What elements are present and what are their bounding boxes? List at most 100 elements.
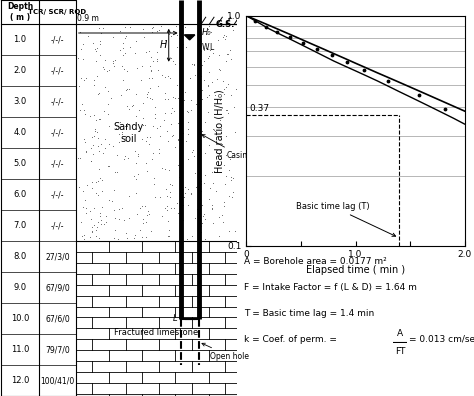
Point [164,137,172,144]
Point [196,102,203,109]
Point [124,86,131,92]
Point [133,112,140,119]
Point [95,235,103,241]
Point [202,45,210,51]
Text: 2.0: 2.0 [14,67,27,75]
Point [171,144,178,150]
Point [91,46,99,53]
Point [175,34,183,41]
Point [160,116,168,123]
Point [167,110,175,116]
Point [167,204,175,211]
Point [161,110,169,116]
Point [91,126,99,132]
Point [77,46,84,52]
Point [162,204,169,211]
Point [103,67,111,74]
Point [156,133,164,139]
Point [191,170,199,176]
Point [100,221,108,227]
Text: 67/9/0: 67/9/0 [45,283,70,292]
Point [120,66,128,72]
Text: 0.37: 0.37 [250,104,270,113]
Point [190,153,198,160]
Point [182,184,189,190]
Point [94,135,101,141]
Point [232,228,239,234]
Point [74,55,82,61]
Point [178,96,186,103]
Point [91,112,98,118]
Point [104,162,112,169]
Text: 8.0: 8.0 [14,252,27,261]
Point [131,232,139,238]
Point [96,175,104,181]
Point [96,116,104,122]
Point [218,125,225,131]
Point [173,200,181,206]
Text: -/-/-: -/-/- [51,159,64,168]
Text: Depth
( m ): Depth ( m ) [7,2,33,22]
Point [88,215,95,222]
Point [82,139,89,145]
Point [150,150,157,156]
Point [105,67,113,73]
Point [154,124,161,131]
Point [194,183,201,189]
Point [143,168,151,174]
Point [100,150,107,156]
Point [164,128,171,134]
Point [194,182,202,188]
Point [195,108,203,114]
Point [162,186,170,192]
Point [206,69,213,75]
Point [133,190,140,196]
Point [132,148,139,154]
Point [173,23,180,29]
Point [92,227,100,233]
Point [174,120,182,126]
Point [88,158,95,164]
Point [200,47,207,53]
Point [165,227,173,233]
Point [121,35,129,42]
Point [120,156,128,162]
Point [155,83,162,89]
Point [92,233,100,239]
Point [167,75,174,81]
Point [79,41,87,47]
Text: -/-/-: -/-/- [51,221,64,230]
Point [126,44,134,50]
Point [222,173,229,179]
Text: -/-/-: -/-/- [51,67,64,75]
Point [148,29,156,35]
Point [216,214,223,221]
Point [77,219,84,225]
Point [139,100,147,107]
Point [179,186,187,192]
Point [229,175,237,181]
Point [177,27,184,33]
Point [105,163,113,169]
Point [171,95,179,102]
Point [189,149,196,155]
Point [150,175,157,181]
Point [156,194,164,200]
Point [207,29,215,35]
Point [205,92,213,99]
Point [140,216,147,223]
Point [100,108,107,114]
Point [98,221,105,227]
Point [184,126,192,132]
Point [86,208,94,214]
Point [136,205,143,211]
Point [148,25,155,31]
Point [161,166,169,172]
Point [104,101,112,107]
Point [177,44,185,50]
Point [101,84,109,91]
Point [100,57,108,63]
Point [188,97,195,103]
Point [116,216,123,222]
Point [93,44,100,51]
